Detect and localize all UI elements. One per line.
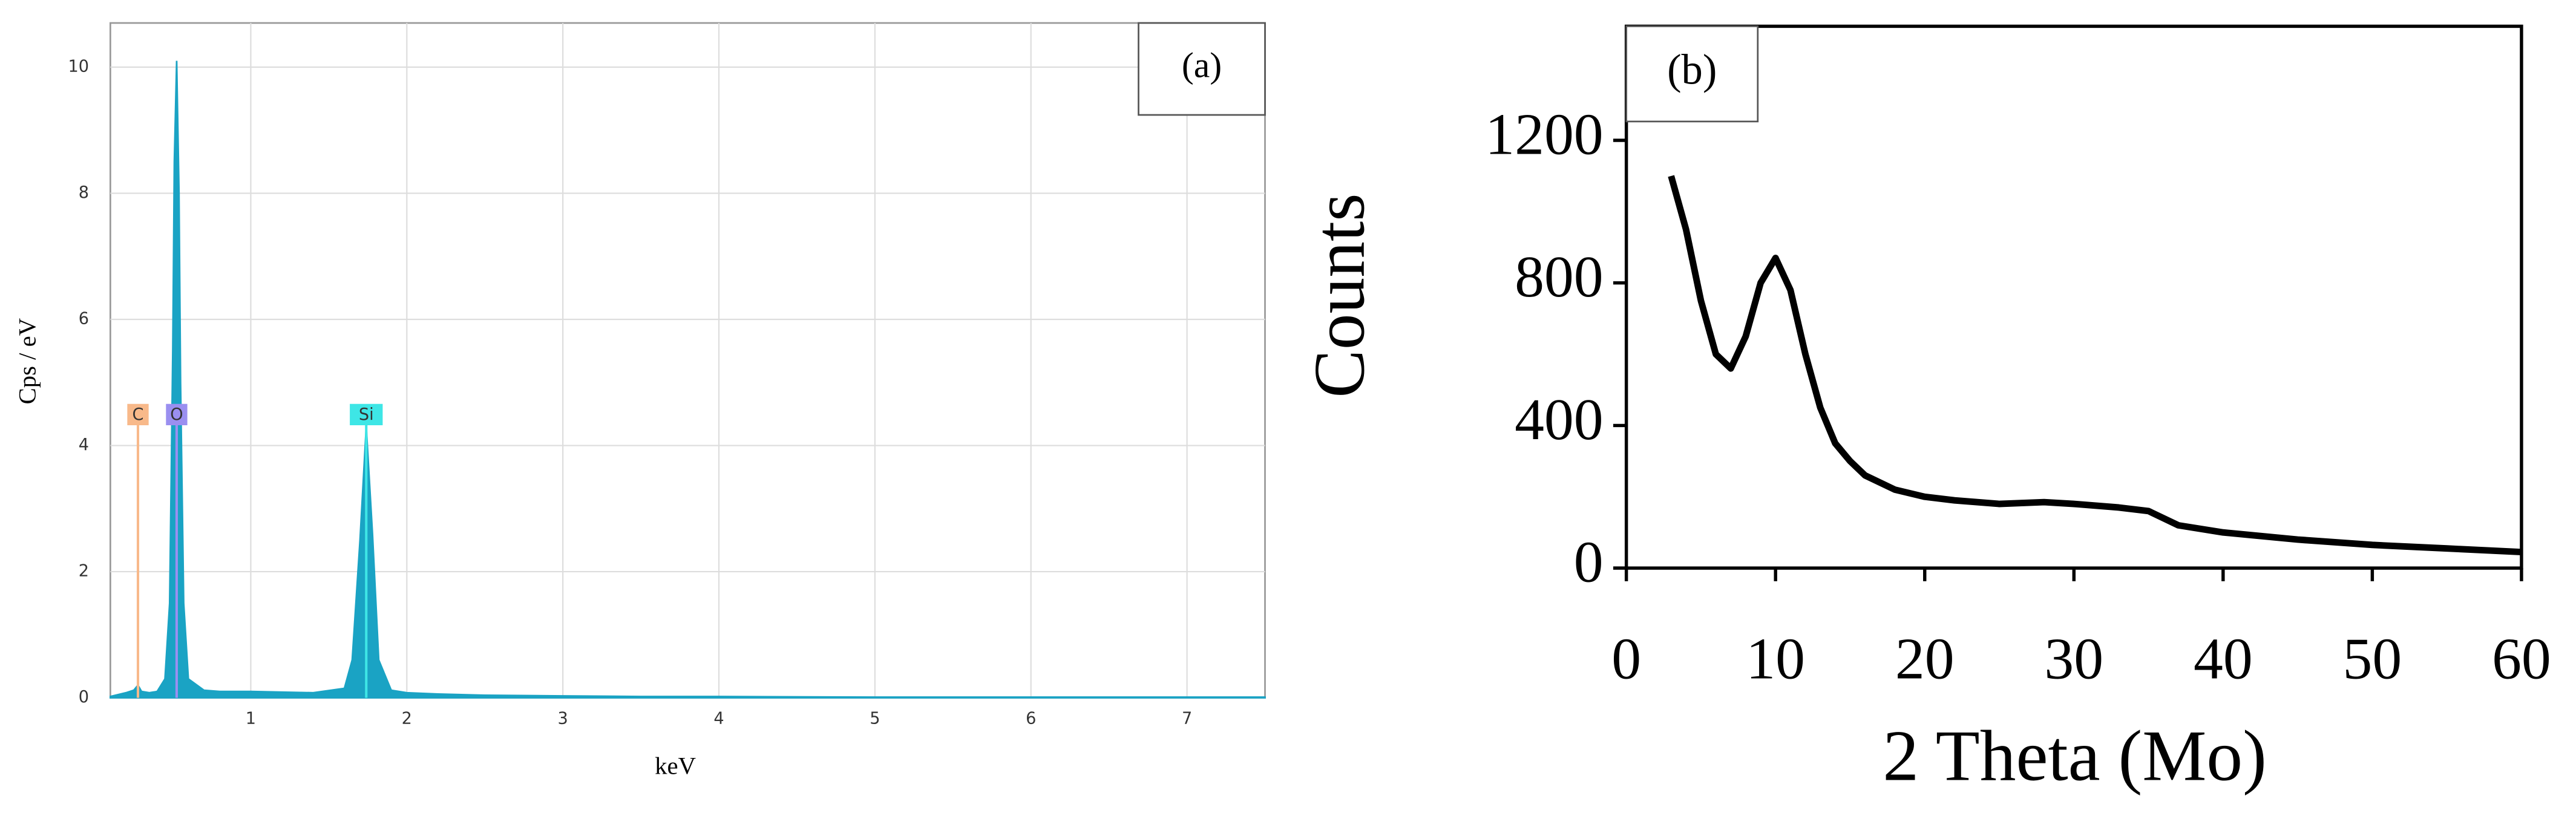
y-tick-label: 1200	[1485, 102, 1603, 167]
y-axis-label: Counts	[1300, 193, 1380, 397]
x-axis-label: 2 Theta (Mo)	[1883, 716, 2266, 796]
element-label-box	[350, 403, 383, 425]
spectrum-area	[110, 60, 1266, 699]
x-tick-label: 10	[1746, 627, 1805, 692]
x-tick-label: 4	[713, 709, 724, 728]
y-axis-label: Cps / eV	[14, 318, 41, 404]
plot-area	[1624, 24, 2523, 570]
y-tick-label: 400	[1515, 387, 1604, 452]
x-tick-label: 2	[402, 709, 412, 728]
annotation: (a)	[1182, 45, 1222, 85]
plot-area	[110, 22, 1266, 699]
element-label-box	[166, 403, 188, 425]
x-tick-label: 1	[246, 709, 256, 728]
x-tick-label: 60	[2492, 627, 2551, 692]
x-tick-label: 7	[1182, 709, 1192, 728]
y-tick-label: 0	[79, 688, 89, 707]
element-label-box	[127, 403, 149, 425]
line	[1668, 175, 2522, 556]
x-tick-label: 5	[870, 709, 880, 728]
y-tick-label: 10	[68, 57, 90, 76]
y-tick-label: 6	[79, 310, 89, 328]
x-tick-label: 20	[1895, 627, 1955, 692]
annotation: (b)	[1667, 46, 1717, 93]
x-tick-label: 50	[2343, 627, 2402, 692]
x-tick-label: 40	[2194, 627, 2253, 692]
x-axis-label: keV	[655, 752, 696, 780]
y-tick-label: 2	[79, 562, 89, 581]
x-tick-label: 3	[558, 709, 568, 728]
chart: 1 2 3 4 5 6 7 0 2 4 6 8 10 keV Cps / eV (a) C O Si	[14, 22, 1266, 780]
annotation-box	[1138, 22, 1266, 116]
x-tick-label: 0	[1611, 627, 1641, 692]
x-tick-label: 6	[1026, 709, 1036, 728]
annotation-box	[1625, 25, 1759, 123]
element-label: C	[133, 405, 144, 424]
element-label: O	[170, 405, 183, 424]
element-label: Si	[359, 405, 374, 424]
y-tick-label: 800	[1515, 244, 1604, 310]
y-tick-label: 4	[79, 436, 89, 454]
y-tick-label: 0	[1574, 530, 1604, 595]
x-tick-label: 30	[2044, 627, 2103, 692]
y-tick-label: 8	[79, 183, 89, 202]
chart: 0 10 20 30 40 50 60 0 400 800 1200 2 Theta (Mo) Coun…	[1300, 24, 2551, 796]
